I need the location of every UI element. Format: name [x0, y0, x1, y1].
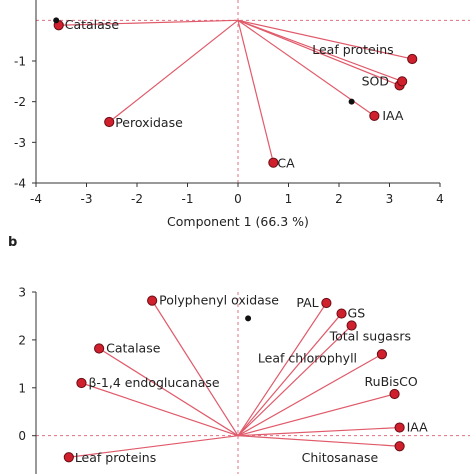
loading-vector-point [63, 452, 74, 463]
loading-vector-line [98, 348, 239, 437]
loading-vector-point [397, 76, 408, 87]
x-tick-label: 0 [234, 192, 242, 206]
point-label: Leaf proteins [75, 450, 156, 465]
loading-vector-point [76, 377, 87, 389]
loading-vector-line [151, 300, 239, 437]
point-label: IAA [407, 420, 429, 435]
extra-point [53, 17, 60, 24]
y-tick-label: 0 [18, 429, 26, 443]
loading-vector-point [389, 388, 400, 400]
loading-vector-point [376, 349, 388, 360]
loading-vector-line [237, 325, 353, 437]
loading-vector-point [321, 297, 332, 309]
panel-a-biplot: Catalase Leaf proteins SOD IAA Peroxidase CA -… [14, 0, 470, 229]
loading-vector-point [407, 53, 418, 65]
loading-vector-line [237, 302, 327, 437]
y-tick-label: 2 [18, 333, 26, 347]
point-label: Total sugasrs [329, 329, 411, 344]
loading-vector-line [58, 19, 239, 26]
y-tick-label: 1 [18, 381, 26, 395]
extra-point [245, 315, 252, 322]
x-tick-label: -1 [182, 192, 194, 206]
loading-vector-point [104, 116, 115, 128]
loading-vector-point [336, 308, 347, 319]
panel-letter: b [8, 235, 17, 250]
loading-vector-line [237, 19, 403, 82]
loading-vector-line [237, 313, 342, 437]
point-label: RuBisCO [365, 374, 418, 389]
loading-vector-line [237, 393, 395, 437]
loading-vector-point [394, 441, 405, 452]
point-label: Catalase [65, 17, 120, 32]
loading-vector-point [346, 320, 357, 331]
x-tick-label: -2 [131, 192, 143, 206]
point-label: β-1,4 endoglucanase [88, 375, 219, 390]
loading-vector-line [81, 382, 239, 437]
loading-vector-line [237, 426, 400, 437]
x-tick-label: 1 [285, 192, 293, 206]
loading-vector-point [147, 295, 158, 306]
loading-vector-line [237, 435, 400, 447]
point-label: Leaf proteins [312, 42, 393, 57]
plot-area [36, 0, 470, 183]
y-tick-label: -4 [14, 177, 26, 191]
x-tick-label: -4 [30, 192, 42, 206]
x-tick-label: -3 [81, 192, 93, 206]
y-tick-label: 3 [18, 286, 26, 300]
extra-point [348, 98, 355, 105]
plot-area [36, 292, 470, 474]
y-tick-label: -3 [14, 136, 26, 150]
y-tick-label: -1 [14, 55, 26, 69]
point-label: Leaf chlorophyll [258, 350, 357, 365]
loading-vector-line [68, 435, 239, 458]
loading-vector-point [394, 422, 405, 433]
loading-vector-point [369, 110, 380, 122]
point-label: Polyphenyl oxidase [159, 293, 279, 308]
point-label: Chitosanase [302, 450, 379, 465]
loading-vector-point [268, 157, 279, 168]
loading-vector-line [237, 20, 274, 163]
point-label: CA [277, 156, 295, 171]
x-tick-label: 3 [386, 192, 394, 206]
panel-b-biplot: Polyphenyl oxidase PAL GS Total sugasrs Leaf… [8, 235, 470, 474]
x-axis-title: Component 1 (66.3 %) [167, 214, 309, 229]
point-label: GS [348, 306, 366, 321]
loading-vector-line [237, 19, 400, 86]
point-label: IAA [382, 108, 404, 123]
loading-vector-line [237, 19, 413, 60]
point-label: PAL [296, 295, 318, 310]
x-tick-label: 4 [436, 192, 444, 206]
loading-vector-line [108, 19, 239, 123]
y-tick-label: -2 [14, 95, 26, 109]
loading-vector-point [94, 343, 105, 354]
point-label: Catalase [106, 341, 161, 356]
loading-vector-line [237, 353, 383, 437]
x-tick-label: 2 [335, 192, 343, 206]
point-label: Peroxidase [115, 115, 183, 130]
point-label: SOD [362, 73, 389, 88]
